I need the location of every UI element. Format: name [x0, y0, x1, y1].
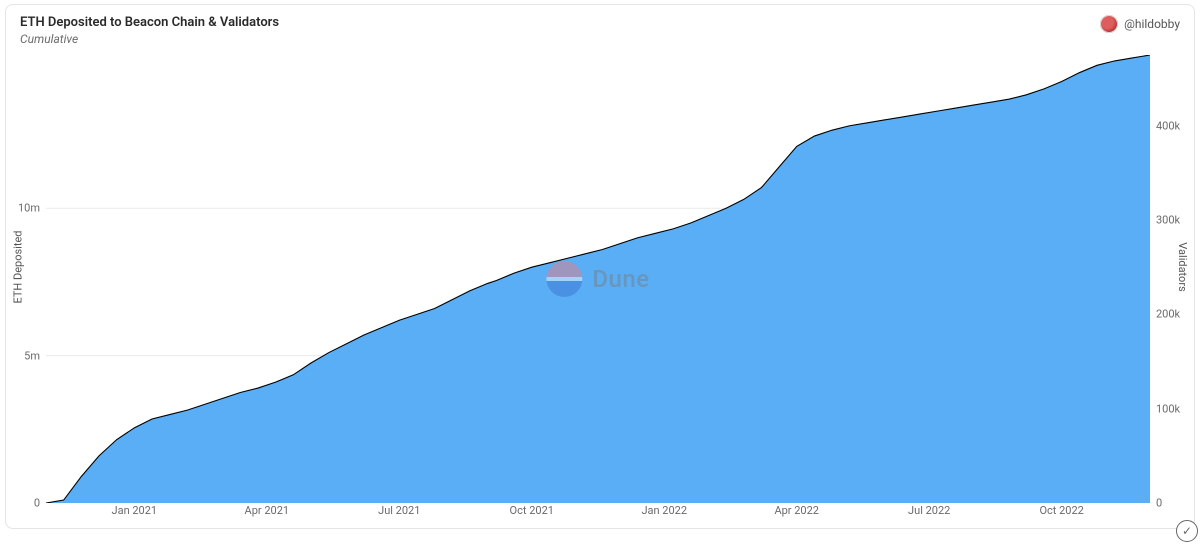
x-tick-label: Jan 2021 — [112, 504, 158, 517]
x-axis: Jan 2021 Apr 2021 Jul 2021 Oct 2021 Jan 2022… — [46, 504, 1150, 522]
author-link[interactable]: @hildobby — [1100, 15, 1180, 33]
y-axis-left: 05m10m — [6, 55, 46, 503]
x-tick-label: Apr 2021 — [245, 504, 290, 517]
check-icon[interactable]: ✓ — [1176, 520, 1198, 542]
x-tick-label: Jul 2022 — [908, 504, 950, 517]
chart-card: ETH Deposited to Beacon Chain & Validato… — [5, 4, 1195, 529]
chart-header: ETH Deposited to Beacon Chain & Validato… — [6, 5, 1194, 46]
y2-tick-label: 100k — [1156, 402, 1180, 415]
title-block: ETH Deposited to Beacon Chain & Validato… — [20, 15, 279, 46]
y-axis-right: 0100k200k300k400k — [1150, 55, 1194, 503]
y2-tick-label: 0 — [1156, 497, 1162, 510]
y-tick-label: 10m — [18, 202, 40, 215]
y2-tick-label: 400k — [1156, 119, 1180, 132]
chart-title: ETH Deposited to Beacon Chain & Validato… — [20, 15, 279, 30]
chart-subtitle: Cumulative — [20, 32, 279, 46]
author-handle: @hildobby — [1124, 17, 1180, 31]
chart-plot-area[interactable]: Dune — [46, 55, 1150, 503]
y2-tick-label: 300k — [1156, 214, 1180, 227]
author-avatar-icon — [1100, 15, 1118, 33]
chart-svg — [46, 55, 1150, 503]
y2-tick-label: 200k — [1156, 308, 1180, 321]
x-tick-label: Jan 2022 — [641, 504, 687, 517]
x-tick-label: Oct 2022 — [1039, 504, 1083, 517]
x-tick-label: Oct 2021 — [510, 504, 554, 517]
y-tick-label: 5m — [24, 349, 40, 362]
y-tick-label: 0 — [34, 497, 40, 510]
x-tick-label: Jul 2021 — [378, 504, 420, 517]
x-tick-label: Apr 2022 — [774, 504, 819, 517]
